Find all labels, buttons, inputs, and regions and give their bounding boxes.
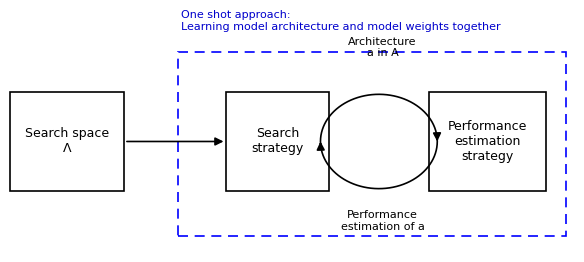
Text: Search
strategy: Search strategy bbox=[251, 128, 304, 155]
Text: Architecture
a in A: Architecture a in A bbox=[348, 37, 417, 58]
Bar bbox=[226, 92, 328, 191]
Text: Performance
estimation of a: Performance estimation of a bbox=[340, 210, 425, 232]
Text: Performance
estimation
strategy: Performance estimation strategy bbox=[448, 120, 527, 163]
Bar bbox=[178, 52, 566, 236]
Text: One shot approach:
Learning model architecture and model weights together: One shot approach: Learning model archit… bbox=[181, 10, 500, 32]
Bar bbox=[11, 92, 124, 191]
Text: Search space
Λ: Search space Λ bbox=[25, 128, 109, 155]
Bar bbox=[429, 92, 546, 191]
